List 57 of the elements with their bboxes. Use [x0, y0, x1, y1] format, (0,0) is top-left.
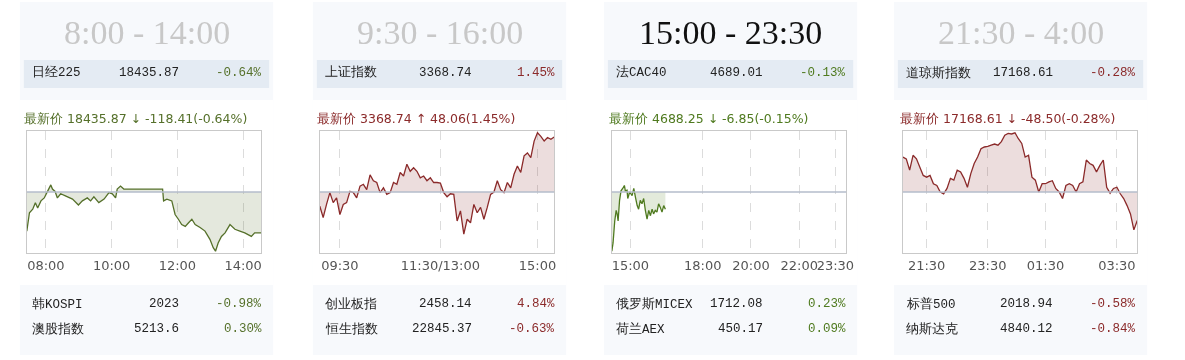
text: 18435.87 — [119, 66, 180, 80]
text: 4840.12 — [1000, 322, 1053, 336]
x-tick-label: 01:30 — [1026, 257, 1065, 273]
text: 创业板指 — [325, 297, 377, 312]
x-tick-label: 12:00 — [158, 257, 197, 273]
text: 韩KOSPI — [32, 297, 83, 312]
text: 俄罗斯MICEX — [616, 297, 693, 312]
text: -0.64% — [216, 66, 262, 80]
text: 1712.08 — [710, 297, 763, 311]
x-tick-label: 03:30 — [1098, 257, 1136, 273]
text: 450.17 — [718, 322, 764, 336]
text: -0.58% — [1090, 297, 1136, 311]
x-tick-label: 08:00 — [27, 257, 65, 273]
chart-subtitle: 最新价 17168.61 ↓ -48.50(-0.28%) — [900, 111, 1116, 126]
text: -0.63% — [509, 322, 555, 336]
x-tick-label: 23:30 — [816, 257, 855, 273]
text: 0.23% — [808, 297, 846, 311]
text: 0.09% — [808, 322, 846, 336]
text: 2023 — [149, 297, 180, 311]
text: -0.98% — [216, 297, 262, 311]
text: 17168.61 — [993, 66, 1054, 80]
chart-title: 15:00 - 23:30 — [639, 14, 823, 51]
text: -0.13% — [800, 66, 846, 80]
text: 0.30% — [224, 322, 262, 336]
text: 4.84% — [517, 297, 555, 311]
text: 荷兰AEX — [616, 322, 665, 337]
text: 2458.14 — [419, 297, 472, 311]
x-tick-label: 22:00 — [780, 257, 818, 273]
text: 1.45% — [517, 66, 555, 80]
text: 22845.37 — [412, 322, 473, 336]
x-tick-label: 23:30 — [969, 257, 1007, 273]
text: 5213.6 — [134, 322, 180, 336]
text: 道琼斯指数 — [906, 65, 971, 81]
x-tick-label: 15:00 — [611, 257, 650, 273]
chart-subtitle: 最新价 18435.87 ↓ -118.41(-0.64%) — [24, 111, 248, 126]
text: 纳斯达克 — [906, 322, 958, 337]
x-tick-label: 15:00 — [518, 257, 557, 273]
x-tick-label: 18:00 — [684, 257, 722, 273]
chart-subtitle: 最新价 3368.74 ↑ 48.06(1.45%) — [317, 111, 516, 126]
text: 澳股指数 — [32, 322, 84, 337]
x-tick-label: 09:30 — [321, 257, 359, 273]
text: -0.28% — [1090, 66, 1136, 80]
text: 2018.94 — [1000, 297, 1053, 311]
x-tick-label: 14:00 — [224, 257, 262, 273]
text: 法CAC40 — [616, 65, 667, 80]
chart-subtitle: 最新价 4688.25 ↓ -6.85(-0.15%) — [609, 111, 809, 126]
text: -0.84% — [1090, 322, 1136, 336]
text: 标普500 — [906, 296, 956, 312]
text: 恒生指数 — [325, 322, 378, 337]
text: 3368.74 — [419, 66, 472, 80]
x-tick-label: 21:30 — [907, 257, 946, 273]
text: 4689.01 — [710, 66, 763, 80]
text: 上证指数 — [325, 65, 377, 80]
x-tick-label: 20:00 — [732, 257, 770, 273]
x-tick-label: 10:00 — [92, 257, 131, 273]
text: 日经225 — [32, 65, 81, 80]
x-tick-label: 11:30/13:00 — [400, 257, 481, 273]
